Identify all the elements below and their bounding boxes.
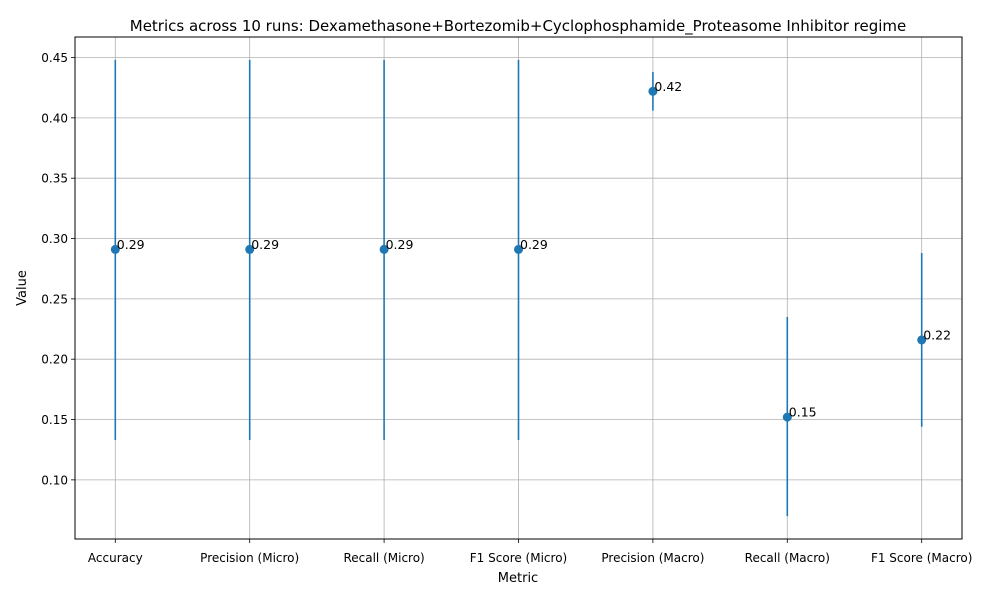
data-label: 0.29 (386, 237, 414, 252)
data-point (917, 335, 927, 345)
data-marks: 0.29 0.29 0.29 0.29 0.42 0.15 0.22 (110, 59, 951, 517)
y-tick-label: 0.15 (41, 413, 68, 427)
y-tick-label: 0.30 (41, 232, 68, 246)
y-axis-ticks: 0.10 0.15 0.20 0.25 0.30 0.35 0.40 0.45 (41, 51, 75, 487)
data-label: 0.29 (520, 237, 548, 252)
y-tick-label: 0.10 (41, 473, 68, 487)
data-point (514, 244, 523, 254)
y-tick-label: 0.25 (41, 292, 68, 306)
x-axis-label: Metric (498, 571, 538, 586)
data-point (245, 244, 255, 254)
x-tick-label: Precision (Macro) (601, 551, 704, 565)
y-tick-label: 0.20 (41, 353, 68, 367)
chart-title: Metrics across 10 runs: Dexamethasone+Bo… (130, 17, 907, 36)
x-tick-label: F1 Score (Micro) (470, 551, 567, 565)
data-point (379, 244, 389, 254)
x-tick-label: Accuracy (88, 551, 143, 565)
data-point (648, 86, 658, 96)
x-tick-label: Recall (Micro) (343, 551, 424, 565)
y-tick-label: 0.45 (41, 51, 68, 65)
data-point (782, 412, 792, 422)
data-point (110, 244, 120, 254)
data-label: 0.29 (117, 237, 145, 252)
data-label: 0.15 (789, 405, 817, 420)
y-tick-label: 0.40 (41, 111, 68, 125)
x-tick-label: Precision (Micro) (200, 551, 299, 565)
x-axis-ticks: Accuracy Precision (Micro) Recall (Micro) F… (88, 539, 972, 565)
x-tick-label: F1 Score (Macro) (871, 551, 972, 565)
y-axis-label: Value (15, 270, 30, 306)
data-label: 0.22 (923, 327, 951, 342)
data-label: 0.42 (654, 79, 682, 94)
x-tick-label: Recall (Macro) (745, 551, 830, 565)
y-tick-label: 0.35 (41, 172, 68, 186)
data-label: 0.29 (251, 237, 279, 252)
